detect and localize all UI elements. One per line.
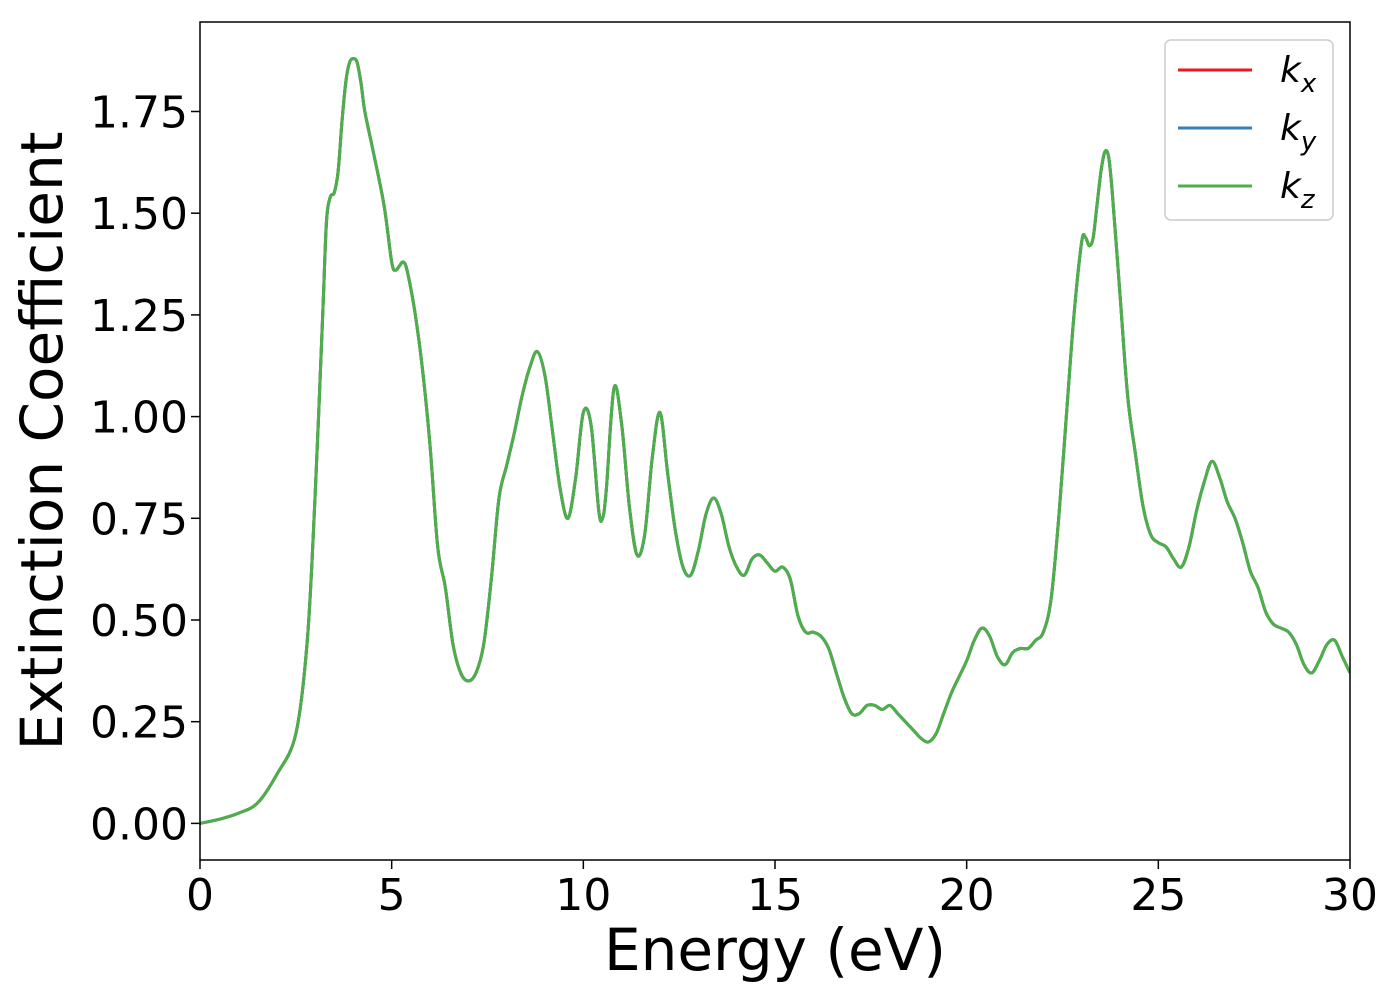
x-tick-label: 10 xyxy=(555,870,611,921)
legend-label-kx: kx xyxy=(1280,50,1317,99)
x-tick-label: 15 xyxy=(747,870,803,921)
legend-box xyxy=(1164,39,1334,221)
y-tick-label: 1.25 xyxy=(90,291,188,342)
legend-items: kx ky kz xyxy=(1178,50,1317,215)
y-axis-label: Extinction Coefficient xyxy=(8,132,76,751)
y-tick-label: 1.50 xyxy=(90,189,188,240)
y-tick-label: 1.75 xyxy=(90,87,188,138)
x-tick-label: 25 xyxy=(1130,870,1186,921)
x-tick-label: 5 xyxy=(378,870,406,921)
legend-label-kz: kz xyxy=(1280,166,1316,215)
y-axis-ticks: 0.00 0.25 0.50 0.75 1.00 1.25 1.50 1.75 xyxy=(90,87,200,850)
x-tick-label: 30 xyxy=(1322,870,1378,921)
legend: kx ky kz xyxy=(1164,39,1334,221)
plot-frame xyxy=(199,21,1351,861)
x-axis-label: Energy (eV) xyxy=(604,916,946,984)
y-tick-label: 0.75 xyxy=(90,494,188,545)
y-tick-label: 0.25 xyxy=(90,698,188,749)
y-tick-label: 0.00 xyxy=(90,799,188,850)
series-line-kz xyxy=(200,57,1350,825)
x-axis-ticks: 0 5 10 15 20 25 30 xyxy=(186,860,1378,921)
legend-label-ky: ky xyxy=(1280,108,1317,157)
y-tick-label: 0.50 xyxy=(90,596,188,647)
plot-area xyxy=(200,57,1350,825)
x-tick-label: 0 xyxy=(186,870,214,921)
x-tick-label: 20 xyxy=(939,870,995,921)
y-tick-label: 1.00 xyxy=(90,393,188,444)
